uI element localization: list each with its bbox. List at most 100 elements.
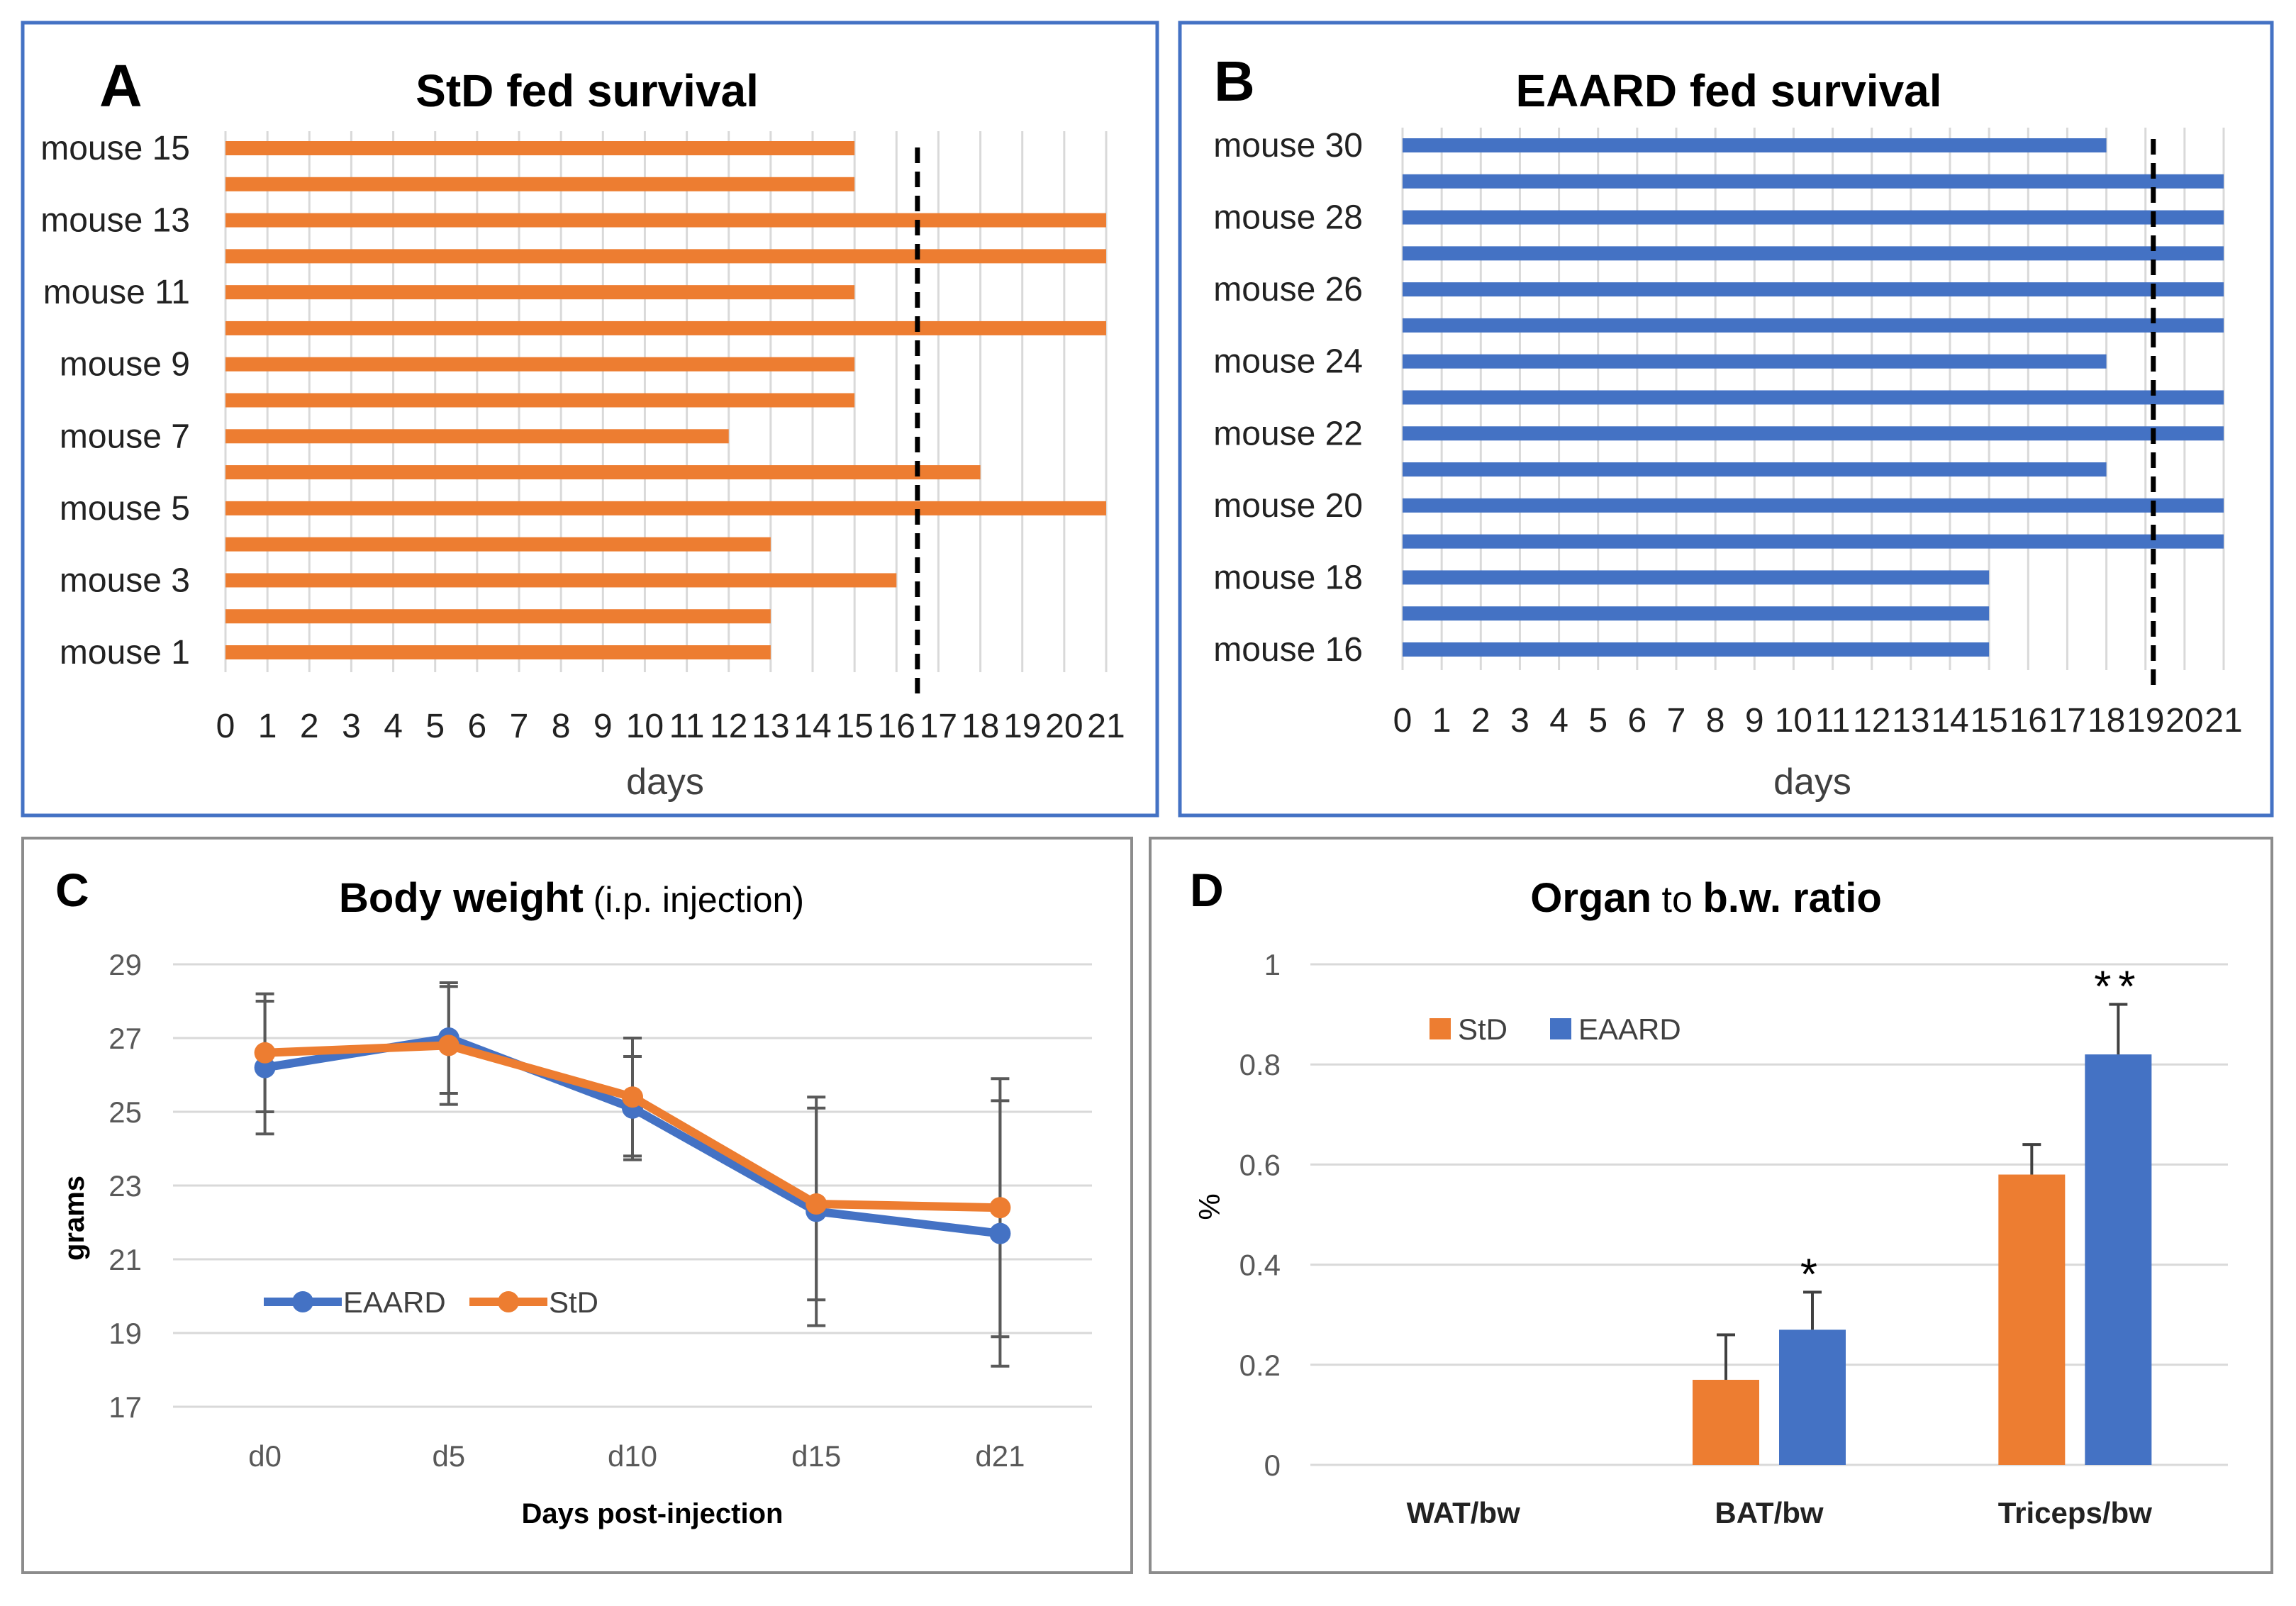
panel-c-y-tick-label: 27 [108,1022,142,1055]
panel-a-bar-mouse-10 [225,320,1106,335]
panel-c-letter: C [55,864,89,916]
panel-a-bar-mouse-12 [225,249,1106,264]
panel-b-x-tick-label: 1 [1432,702,1451,740]
panel-a-x-axis-label: days [626,762,704,803]
panel-c-title-main: Body weight [339,875,584,921]
panel-b-y-tick-label: mouse 16 [1213,631,1363,669]
panel-a-bar-mouse-15 [225,141,855,155]
panel-b-x-tick-label: 0 [1393,702,1412,740]
panel-a-bar-mouse-3 [225,573,897,588]
panel-b-x-tick-label: 18 [2088,702,2125,740]
panel-b-x-tick-label: 12 [1853,702,1890,740]
panel-d-chart: Organ to b.w. ratio ***00.20.40.60.81WAT… [1193,875,2228,1529]
panel-b-letter: B [1214,50,1255,113]
panel-a-bar-mouse-13 [225,213,1106,228]
panel-d-title-part-1: Organ [1530,875,1651,921]
panel-d-legend-label-eaard: EAARD [1578,1013,1681,1046]
panel-b-y-tick-label: mouse 28 [1213,199,1363,237]
panel-a-x-tick-label: 3 [342,708,361,745]
panel-b-y-tick-label: mouse 24 [1213,343,1363,381]
panel-c-x-tick-label: d0 [248,1439,282,1473]
panel-b-bar-mouse-25 [1403,318,2224,333]
panel-b-y-tick-label: mouse 18 [1213,559,1363,596]
panel-d-frame [1149,837,2273,1574]
panel-a-y-tick-label: mouse 9 [60,346,190,384]
panel-d-legend-swatch-std [1430,1018,1451,1039]
panel-a-x-tick-label: 12 [710,708,747,745]
panel-b-x-tick-label: 10 [1775,702,1812,740]
panel-a-x-tick-label: 10 [626,708,664,745]
panel-d-y-tick-label: 0.6 [1239,1148,1281,1181]
panel-b-x-tick-label: 14 [1931,702,1968,740]
panel-b-x-tick-label: 8 [1706,702,1725,740]
panel-d-title: Organ to b.w. ratio [1530,875,1882,921]
panel-a-bar-mouse-8 [225,393,855,408]
panel-a-x-tick-label: 2 [300,708,319,745]
panel-b-y-tick-label: mouse 22 [1213,415,1363,452]
panel-a-letter: A [99,52,143,119]
panel-d-letter: D [1190,864,1224,916]
panel-a-x-tick-label: 5 [425,708,445,745]
panel-c-point-eaard [254,1056,276,1078]
panel-b-x-tick-label: 13 [1892,702,1929,740]
panel-b-x-tick-label: 15 [1970,702,2007,740]
panel-c-y-tick-label: 17 [108,1390,142,1424]
panel-d-y-tick-label: 0 [1264,1449,1281,1482]
panel-d-y-tick-label: 0.8 [1239,1048,1281,1081]
panel-c-legend-label-eaard: EAARD [343,1286,446,1319]
panel-b-chart: EAARD fed survival mouse 16 mouse 18 mouse… [1213,65,2242,803]
panel-b-bar-mouse-26 [1403,282,2224,297]
panel-b-x-tick-label: 20 [2166,702,2203,740]
panel-d-title-part-2: to [1651,879,1703,920]
panel-c-x-tick-label: d21 [975,1439,1025,1473]
panel-b-x-tick-label: 11 [1815,702,1851,740]
panel-b-bar-mouse-27 [1403,246,2224,261]
panel-b-bar-mouse-20 [1403,498,2224,513]
panel-c-legend-marker-eaard [292,1291,313,1312]
panel-b-bar-mouse-17 [1403,606,1990,621]
panel-d-y-axis-label: % [1193,1193,1226,1220]
panel-d-significance-mark: ** [2094,962,2142,1011]
panel-b-x-axis-label: days [1773,762,1851,803]
panel-a-y-tick-label: mouse 5 [60,490,190,528]
panel-b-x-tick-label: 19 [2127,702,2164,740]
panel-b-bar-mouse-21 [1403,462,2107,477]
panel-c-legend-label-std: StD [549,1286,598,1319]
panel-c-y-tick-label: 21 [108,1243,142,1276]
panel-a-bar-mouse-14 [225,177,855,191]
panel-d-y-tick-label: 0.2 [1239,1349,1281,1382]
panel-a-title: StD fed survival [416,65,759,116]
panel-a-y-tick-label: mouse 1 [60,634,190,671]
panel-c-y-tick-label: 29 [108,948,142,981]
panel-b-bar-mouse-19 [1403,534,2224,549]
panel-d-x-tick-label: BAT/bw [1715,1496,1824,1529]
panel-a-x-tick-label: 1 [258,708,277,745]
panel-a-bar-mouse-11 [225,285,855,300]
panel-b-x-tick-label: 9 [1745,702,1764,740]
panel-a-bar-mouse-2 [225,609,771,624]
panel-d-legend-swatch-eaard [1550,1018,1571,1039]
panel-a-x-tick-label: 14 [793,708,831,745]
panel-a-x-tick-label: 8 [552,708,571,745]
panel-d-bar-std [1998,1174,2066,1465]
panel-c-y-axis-label: grams [59,1176,90,1261]
panel-b-x-tick-label: 6 [1628,702,1647,740]
panel-b-frame [1178,21,2274,818]
panel-a-x-tick-label: 18 [962,708,999,745]
panel-b-x-tick-label: 16 [2010,702,2047,740]
panel-b-x-tick-label: 7 [1667,702,1686,740]
panel-d-x-tick-label: Triceps/bw [1998,1496,2152,1529]
panel-a-x-tick-label: 4 [384,708,403,745]
panel-a-bar-mouse-6 [225,465,981,480]
panel-c-y-tick-label: 25 [108,1095,142,1129]
panel-a-x-tick-label: 17 [920,708,957,745]
panel-b-x-tick-label: 2 [1471,702,1490,740]
panel-b-bar-mouse-18 [1403,570,1990,585]
panel-b-x-tick-label: 21 [2205,702,2242,740]
panel-a-x-tick-label: 6 [468,708,487,745]
panel-c-point-eaard [989,1222,1011,1244]
panel-b-bar-mouse-23 [1403,390,2224,405]
panel-c-title: Body weight (i.p. injection) [339,875,804,921]
panel-a-frame [21,21,1159,818]
panel-c-title-suffix: (i.p. injection) [584,880,804,920]
